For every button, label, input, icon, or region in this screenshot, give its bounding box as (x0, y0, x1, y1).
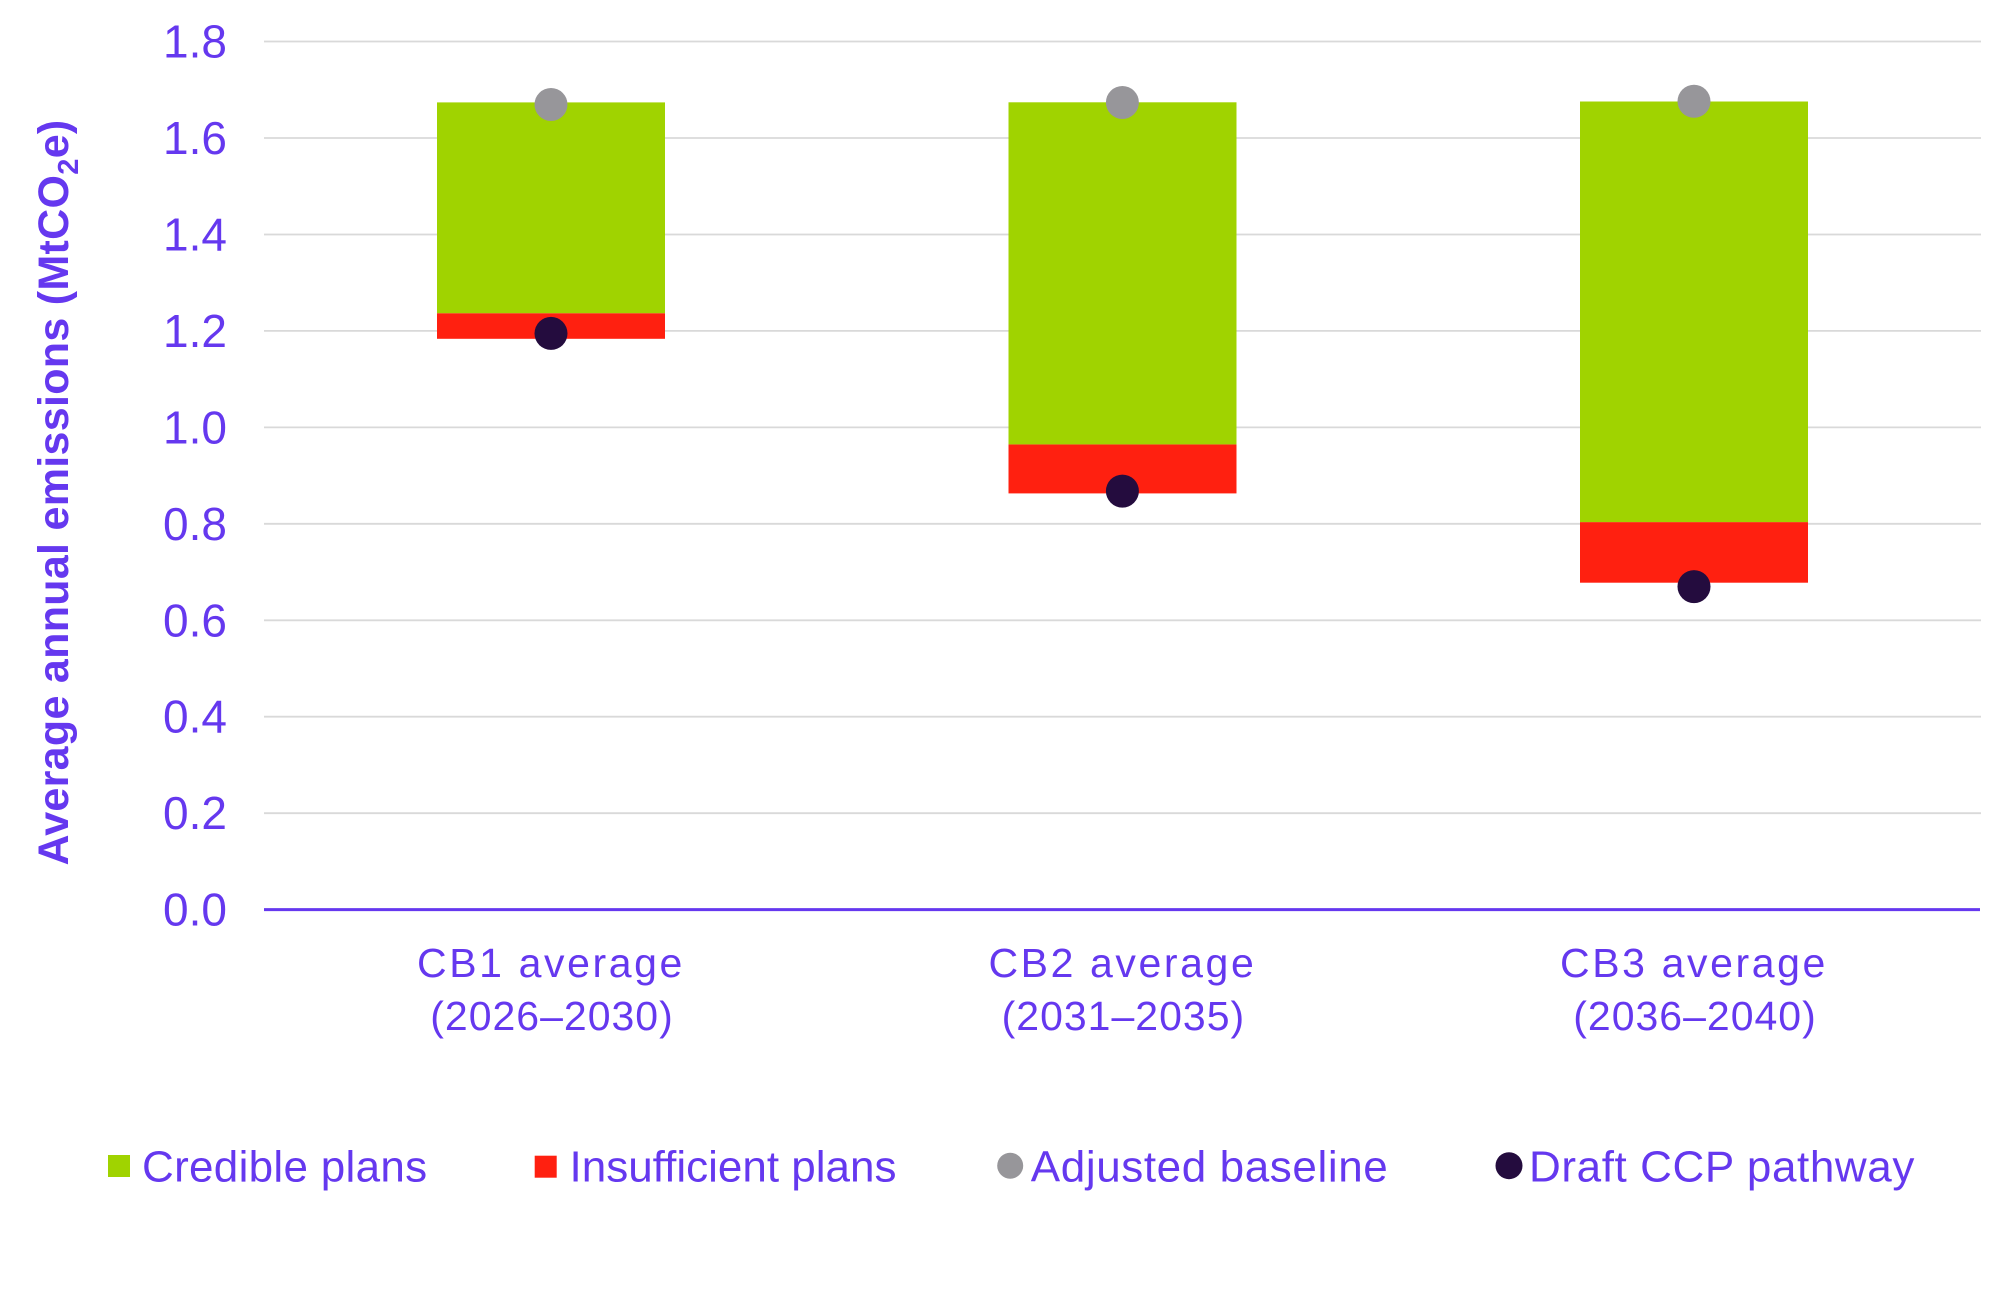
svg-text:(2036–2040): (2036–2040) (1573, 993, 1817, 1039)
svg-text:1.4: 1.4 (163, 209, 227, 261)
svg-text:1.6: 1.6 (163, 112, 227, 164)
svg-text:CB1 average: CB1 average (417, 940, 685, 986)
svg-text:Credible plans: Credible plans (142, 1143, 427, 1192)
svg-text:0.6: 0.6 (163, 594, 227, 646)
svg-text:CB3 average: CB3 average (1560, 940, 1828, 986)
svg-text:1.0: 1.0 (163, 401, 227, 453)
svg-text:0.8: 0.8 (163, 498, 227, 550)
svg-text:(2026–2030): (2026–2030) (430, 993, 674, 1039)
svg-text:0.0: 0.0 (163, 884, 227, 936)
svg-text:1.2: 1.2 (163, 305, 227, 357)
svg-text:Adjusted baseline: Adjusted baseline (1031, 1143, 1389, 1192)
svg-text:Insufficient plans: Insufficient plans (570, 1143, 897, 1192)
svg-text:(2031–2035): (2031–2035) (1002, 993, 1246, 1039)
svg-text:Average annual emissions (MtCO: Average annual emissions (MtCO2e) (30, 119, 85, 865)
svg-text:CB2 average: CB2 average (988, 940, 1256, 986)
svg-text:0.4: 0.4 (163, 691, 227, 743)
svg-text:Draft CCP pathway: Draft CCP pathway (1529, 1143, 1915, 1192)
svg-text:1.8: 1.8 (163, 16, 227, 68)
svg-text:0.2: 0.2 (163, 787, 227, 839)
